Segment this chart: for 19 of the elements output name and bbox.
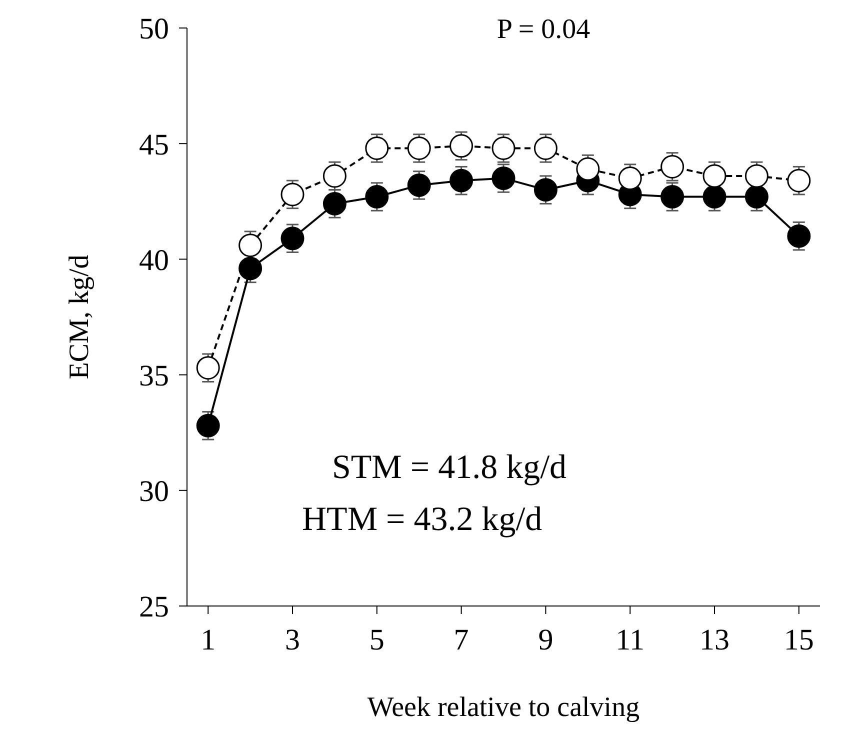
x-axis-title: Week relative to calving: [367, 692, 640, 723]
x-tick-label: 9: [538, 623, 554, 656]
y-tick-label: 50: [139, 12, 169, 46]
x-tick-label: 15: [784, 623, 814, 656]
x-tick-label: 1: [200, 623, 216, 656]
y-tick-label: 25: [139, 590, 169, 624]
y-tick-label: 40: [139, 244, 169, 277]
x-tick-label: 11: [616, 623, 645, 656]
x-tick-label: 13: [700, 623, 730, 656]
annotation: STM = 41.8 kg/d: [332, 449, 567, 486]
annotation: HTM = 43.2 kg/d: [302, 501, 542, 538]
y-tick-label: 30: [139, 475, 169, 508]
x-tick-label: 7: [454, 623, 469, 656]
x-tick-label: 5: [369, 623, 384, 656]
x-tick-label: 3: [285, 623, 300, 656]
y-tick-label: 35: [139, 359, 169, 392]
y-axis-title: ECM, kg/d: [64, 254, 95, 380]
y-tick-label: 45: [139, 128, 169, 162]
annotation: P = 0.04: [496, 14, 590, 45]
